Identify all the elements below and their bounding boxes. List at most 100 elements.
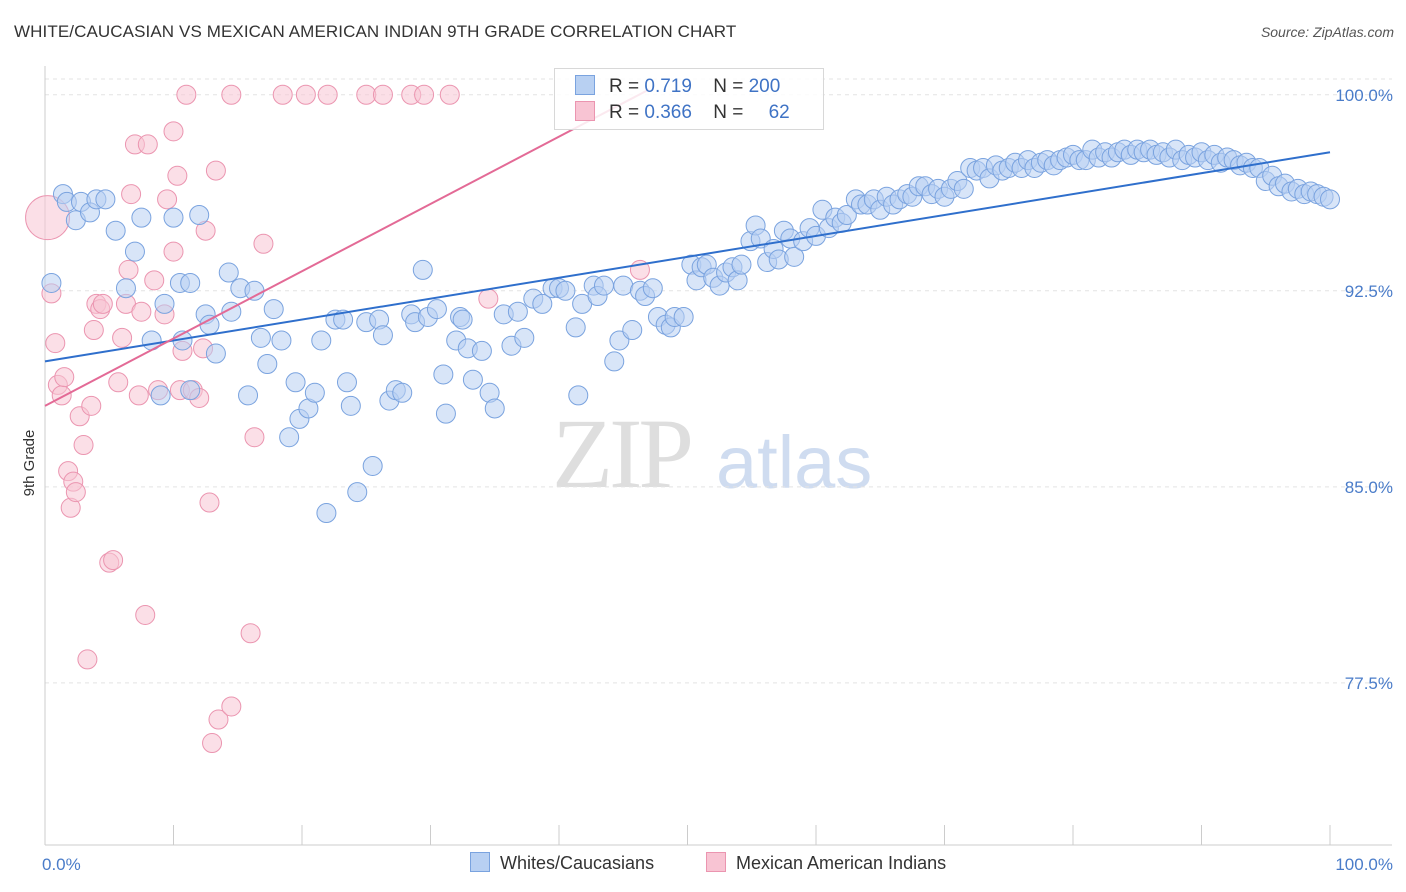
- data-point-whites-caucasians: [218, 262, 239, 283]
- data-point-whites-caucasians: [205, 343, 226, 364]
- data-point-mexican-american-indians: [65, 482, 86, 503]
- data-point-mexican-american-indians: [221, 696, 242, 717]
- blue-swatch: [575, 75, 595, 95]
- data-point-whites-caucasians: [279, 427, 300, 448]
- data-point-mexican-american-indians: [317, 84, 338, 105]
- data-point-whites-caucasians: [622, 320, 643, 341]
- data-point-whites-caucasians: [238, 385, 259, 406]
- data-point-whites-caucasians: [507, 301, 528, 322]
- data-point-whites-caucasians: [565, 317, 586, 338]
- data-point-whites-caucasians: [593, 275, 614, 296]
- chart-title: WHITE/CAUCASIAN VS MEXICAN AMERICAN INDI…: [14, 22, 737, 41]
- legend-label: Mexican American Indians: [736, 853, 947, 873]
- watermark-zip: ZIP: [552, 398, 694, 509]
- data-point-whites-caucasians: [180, 380, 201, 401]
- data-point-whites-caucasians: [568, 385, 589, 406]
- data-point-whites-caucasians: [784, 246, 805, 267]
- data-point-whites-caucasians: [131, 207, 152, 228]
- series-mexican-american-indians: [25, 84, 650, 754]
- pink-swatch: [706, 852, 726, 872]
- legend-row-whites: R = 0.719 N = 200: [575, 75, 780, 101]
- axes: [44, 66, 1392, 846]
- data-point-whites-caucasians: [304, 382, 325, 403]
- y-tick-label: 77.5%: [1345, 674, 1393, 693]
- data-point-mexican-american-indians: [221, 84, 242, 105]
- data-point-mexican-american-indians: [83, 320, 104, 341]
- data-point-whites-caucasians: [836, 205, 857, 226]
- data-point-whites-caucasians: [316, 503, 337, 524]
- data-point-mexican-american-indians: [81, 395, 102, 416]
- n-value: 62: [768, 102, 790, 123]
- watermark-atlas: atlas: [716, 421, 873, 504]
- data-point-whites-caucasians: [163, 207, 184, 228]
- data-point-mexican-american-indians: [51, 385, 72, 406]
- legend-row-mexican-american-indians: R = 0.366 N = 62: [575, 101, 790, 127]
- data-point-mexican-american-indians: [131, 301, 152, 322]
- data-point-mexican-american-indians: [439, 84, 460, 105]
- data-point-mexican-american-indians: [108, 372, 129, 393]
- n-label: N =: [713, 76, 744, 97]
- data-point-whites-caucasians: [115, 278, 136, 299]
- data-point-whites-caucasians: [435, 403, 456, 424]
- x-tick-label: 100.0%: [1335, 855, 1393, 874]
- r-label: R =: [609, 102, 640, 123]
- n-label: N =: [713, 102, 744, 123]
- data-point-whites-caucasians: [372, 325, 393, 346]
- x-tick-labels: 0.0% 100.0%: [42, 855, 1393, 874]
- data-point-whites-caucasians: [347, 482, 368, 503]
- data-point-whites-caucasians: [604, 351, 625, 372]
- data-point-whites-caucasians: [471, 340, 492, 361]
- data-point-whites-caucasians: [452, 309, 473, 330]
- data-point-mexican-american-indians: [208, 709, 229, 730]
- data-point-whites-caucasians: [555, 280, 576, 301]
- data-point-mexican-american-indians: [478, 288, 499, 309]
- data-point-whites-caucasians: [95, 189, 116, 210]
- data-point-mexican-american-indians: [137, 134, 158, 155]
- data-point-whites-caucasians: [392, 382, 413, 403]
- data-point-whites-caucasians: [250, 327, 271, 348]
- data-point-whites-caucasians: [673, 306, 694, 327]
- data-point-mexican-american-indians: [372, 84, 393, 105]
- y-tick-labels: 77.5% 85.0% 92.5% 100.0%: [1335, 86, 1393, 693]
- data-point-whites-caucasians: [271, 330, 292, 351]
- data-point-whites-caucasians: [731, 254, 752, 275]
- y-tick-label: 85.0%: [1345, 478, 1393, 497]
- data-point-whites-caucasians: [340, 395, 361, 416]
- r-value: 0.719: [644, 76, 692, 97]
- y-tick-label: 92.5%: [1345, 282, 1393, 301]
- data-point-mexican-american-indians: [199, 492, 220, 513]
- data-point-mexican-american-indians: [121, 184, 142, 205]
- data-point-whites-caucasians: [221, 301, 242, 322]
- blue-swatch: [470, 852, 490, 872]
- data-point-mexican-american-indians: [414, 84, 435, 105]
- data-point-mexican-american-indians: [73, 435, 94, 456]
- data-point-mexican-american-indians: [54, 367, 75, 388]
- data-point-whites-caucasians: [433, 364, 454, 385]
- pink-swatch: [575, 101, 595, 121]
- data-point-whites-caucasians: [426, 299, 447, 320]
- data-point-mexican-american-indians: [118, 259, 139, 280]
- data-point-whites-caucasians: [412, 259, 433, 280]
- data-point-mexican-american-indians: [272, 84, 293, 105]
- data-point-whites-caucasians: [642, 278, 663, 299]
- data-point-mexican-american-indians: [253, 233, 274, 254]
- data-point-mexican-american-indians: [128, 385, 149, 406]
- data-point-mexican-american-indians: [77, 649, 98, 670]
- data-point-whites-caucasians: [336, 372, 357, 393]
- data-point-whites-caucasians: [124, 241, 145, 262]
- data-point-mexican-american-indians: [205, 160, 226, 181]
- data-point-mexican-american-indians: [45, 333, 66, 354]
- data-point-whites-caucasians: [613, 275, 634, 296]
- legend-item-mexican-american-indians[interactable]: Mexican American Indians: [706, 852, 946, 874]
- data-point-whites-caucasians: [257, 354, 278, 375]
- data-point-whites-caucasians: [362, 455, 383, 476]
- data-point-whites-caucasians: [285, 372, 306, 393]
- data-point-mexican-american-indians: [244, 427, 265, 448]
- legend-item-whites[interactable]: Whites/Caucasians: [470, 852, 654, 874]
- data-point-whites-caucasians: [532, 293, 553, 314]
- data-point-whites-caucasians: [41, 272, 62, 293]
- data-point-mexican-american-indians: [92, 293, 113, 314]
- correlation-legend: R = 0.719 N = 200 R = 0.366 N = 62: [554, 68, 824, 130]
- data-point-mexican-american-indians: [163, 241, 184, 262]
